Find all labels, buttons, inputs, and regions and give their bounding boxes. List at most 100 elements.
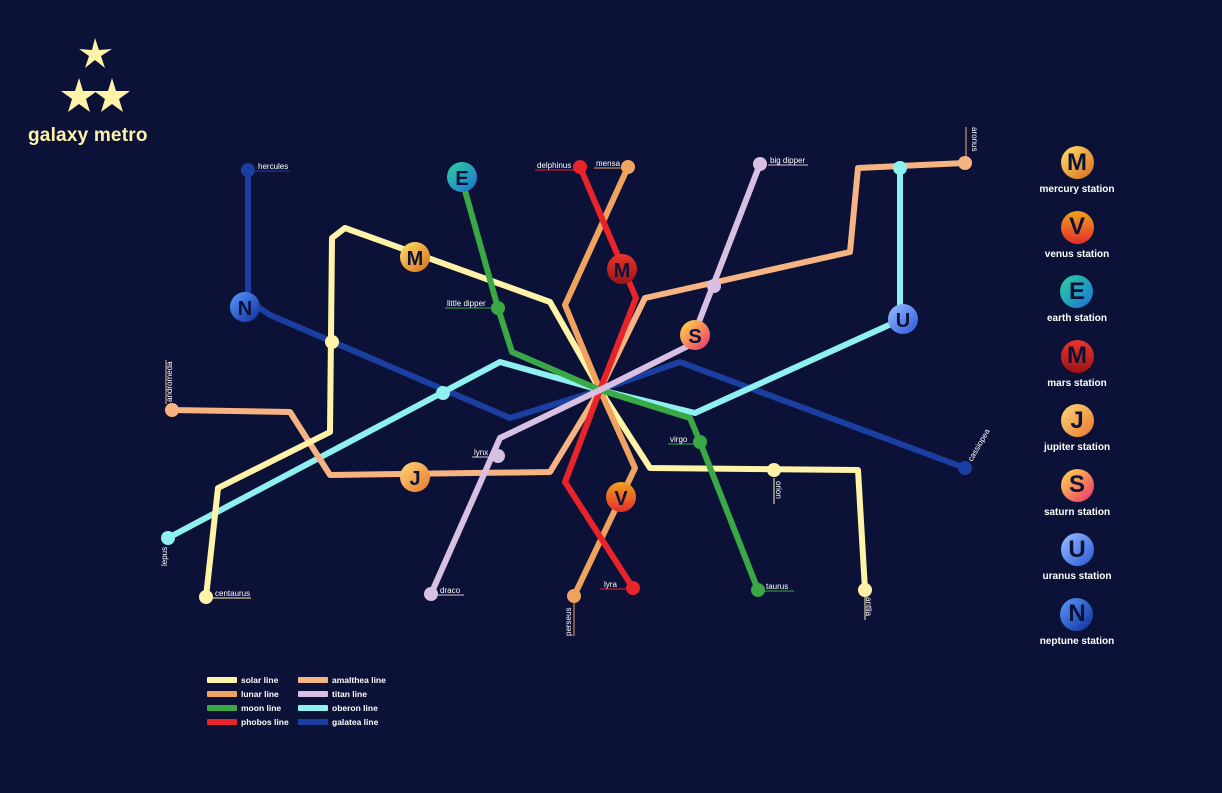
legend-earth: E earth station [1047, 275, 1107, 340]
svg-text:N: N [238, 298, 252, 320]
legend-line-label: titan line [332, 689, 367, 699]
legend-line-label: phobos line [241, 717, 289, 727]
svg-text:E: E [455, 168, 468, 190]
svg-text:U: U [896, 310, 910, 332]
station-dot-aronus[interactable] [958, 156, 972, 170]
station-dot-taurus[interactable] [751, 583, 765, 597]
station-dot-transfer-east[interactable] [707, 279, 721, 293]
label-andromeda: andromeda [165, 361, 174, 402]
station-dot-antlia[interactable] [858, 583, 872, 597]
legend-lunar-line: lunar line [207, 689, 279, 699]
station-dot-cassiopea[interactable] [958, 461, 972, 475]
oberon-line [165, 165, 903, 541]
station-dot-big-dipper[interactable] [753, 157, 767, 171]
legend-line-label: amalthea line [332, 675, 386, 685]
saturn-icon: S [1060, 468, 1094, 502]
station-dot-perseus[interactable] [567, 589, 581, 603]
phobos-swatch [207, 719, 237, 725]
svg-text:J: J [409, 468, 420, 490]
label-orion: orion [774, 481, 783, 499]
station-dot-lyra[interactable] [626, 581, 640, 595]
legend-galatea-line: galatea line [298, 717, 378, 727]
station-dot-transfer-north[interactable] [893, 161, 907, 175]
three-stars-icon [61, 38, 130, 112]
mars-icon: M [1060, 339, 1094, 373]
station-legend: M mercury station V venus station E eart… [1032, 146, 1122, 662]
amalthea-swatch [298, 677, 328, 683]
label-antlia: antlia [864, 597, 873, 617]
legend-venus: V venus station [1044, 210, 1110, 276]
badge-mars[interactable]: M [607, 254, 637, 284]
label-perseus: perseus [564, 608, 573, 636]
galatea-swatch [298, 719, 328, 725]
legend-label: mercury station [1039, 184, 1115, 195]
label-delphinus: delphinus [537, 161, 571, 170]
titan-swatch [298, 691, 328, 697]
station-dot-andromeda[interactable] [165, 403, 179, 417]
label-lepus: lepus [160, 547, 169, 566]
legend-oberon-line: oberon line [298, 703, 378, 713]
label-mensa: mensa [596, 159, 621, 168]
label-hercules: hercules [258, 162, 288, 171]
badge-neptune[interactable]: N [230, 292, 260, 322]
moon-swatch [207, 705, 237, 711]
brand-title: galaxy metro [28, 125, 148, 146]
solar-swatch [207, 677, 237, 683]
badge-mercury[interactable]: M [400, 242, 430, 272]
legend-line-label: galatea line [332, 717, 379, 727]
label-aronus: aronus [970, 127, 979, 151]
legend-uranus: U uranus station [1042, 533, 1112, 598]
legend-mars: M mars station [1047, 339, 1107, 405]
legend-line-label: lunar line [241, 689, 279, 699]
label-cassiopea: cassiopea [966, 427, 992, 463]
label-lynx: lynx [474, 448, 488, 457]
legend-mercury: M mercury station [1039, 146, 1115, 211]
legend-amalthea-line: amalthea line [298, 675, 386, 685]
label-centaurus: centaurus [215, 589, 250, 598]
svg-text:S: S [688, 326, 701, 348]
legend-label: venus station [1044, 248, 1110, 260]
legend-neptune: N neptune station [1039, 597, 1115, 663]
label-little-dipper: little dipper [447, 299, 486, 308]
badge-earth[interactable]: E [447, 162, 477, 192]
legend-label: saturn station [1043, 506, 1111, 518]
legend-label: jupiter station [1043, 442, 1111, 453]
station-dot-transfer-west[interactable] [325, 335, 339, 349]
station-dot-hercules[interactable] [241, 163, 255, 177]
badge-jupiter[interactable]: J [400, 462, 430, 492]
legend-line-label: moon line [241, 703, 282, 713]
label-taurus: taurus [766, 582, 788, 591]
station-dot-centaurus[interactable] [199, 590, 213, 604]
station-dot-lepus[interactable] [161, 531, 175, 545]
svg-text:V: V [614, 488, 628, 510]
legend-label: neptune station [1039, 635, 1115, 647]
station-dot-virgo[interactable] [693, 435, 707, 449]
legend-saturn: S saturn station [1043, 468, 1111, 534]
svg-text:M: M [614, 260, 631, 282]
legend-label: uranus station [1042, 571, 1112, 582]
neptune-icon: N [1060, 597, 1094, 631]
station-dot-orion[interactable] [767, 463, 781, 477]
station-dot-mensa[interactable] [621, 160, 635, 174]
badge-saturn[interactable]: S [680, 320, 710, 350]
badge-uranus[interactable]: U [888, 304, 918, 334]
solar-line [203, 225, 868, 600]
station-dot-lynx[interactable] [491, 449, 505, 463]
station-dots [161, 156, 972, 604]
station-dot-draco[interactable] [424, 587, 438, 601]
legend-phobos-line: phobos line [207, 717, 289, 727]
legend-line-label: solar line [241, 675, 279, 685]
station-dot-little-dipper[interactable] [491, 301, 505, 315]
station-labels: hercules delphinus mensa big dipper aron… [160, 127, 992, 636]
legend-label: earth station [1046, 313, 1107, 324]
earth-icon: E [1060, 275, 1094, 308]
station-dot-transfer-center-west[interactable] [436, 386, 450, 400]
svg-text:M: M [407, 248, 424, 270]
mercury-icon: M [1060, 146, 1094, 179]
station-dot-delphinus[interactable] [573, 160, 587, 174]
planet-badges: M V E M J S U N [230, 162, 918, 512]
legend-titan-line: titan line [298, 689, 367, 699]
label-draco: draco [440, 586, 461, 595]
badge-venus[interactable]: V [606, 482, 636, 512]
